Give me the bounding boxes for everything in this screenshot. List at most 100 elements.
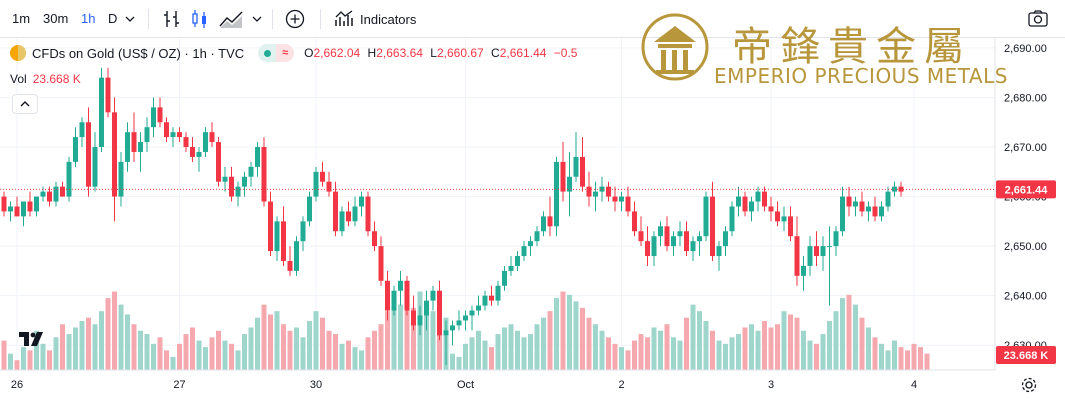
collapse-legend-button[interactable] xyxy=(12,94,38,114)
interval-D[interactable]: D xyxy=(108,11,118,26)
chart-type-dropdown-icon[interactable] xyxy=(252,9,262,31)
candle xyxy=(521,241,527,261)
volume-legend: Vol 23.668 K xyxy=(10,72,81,86)
price-tick-label: 2,640.00 xyxy=(1004,291,1047,303)
volume-bar xyxy=(528,334,533,370)
candle xyxy=(443,320,449,366)
candle-body xyxy=(359,196,364,207)
candle xyxy=(164,117,169,143)
candle xyxy=(489,285,494,306)
candle-body xyxy=(723,231,728,247)
volume-bar xyxy=(27,350,33,370)
candle-body xyxy=(606,186,611,197)
candle-body xyxy=(118,161,124,197)
candle xyxy=(92,132,98,192)
volume-bar xyxy=(313,311,319,370)
volume-bar xyxy=(749,324,754,370)
candle-body xyxy=(554,161,559,227)
candle-body xyxy=(664,226,670,247)
candle-body xyxy=(482,295,488,306)
volume-bar xyxy=(372,330,377,370)
candle xyxy=(274,216,280,261)
indicators-button[interactable]: Indicators xyxy=(334,7,416,31)
candle-body xyxy=(619,196,624,202)
candle xyxy=(21,201,26,227)
interval-30m[interactable]: 30m xyxy=(43,11,69,26)
candle-body xyxy=(651,236,657,257)
candle xyxy=(313,166,319,202)
tradingview-logo-icon[interactable] xyxy=(18,330,44,353)
volume-bar xyxy=(183,334,189,370)
area-chart-icon[interactable] xyxy=(218,8,246,30)
candle xyxy=(658,221,663,247)
price-tick-label: 2,680.00 xyxy=(1004,92,1047,104)
toolbar-separator xyxy=(148,9,149,29)
candle-body xyxy=(807,246,813,266)
interval-dropdown-icon[interactable] xyxy=(125,9,135,31)
candle-body xyxy=(658,226,663,237)
indicators-icon xyxy=(335,10,353,26)
candle xyxy=(339,206,345,237)
interval-1h[interactable]: 1h xyxy=(81,11,96,26)
candle xyxy=(593,181,598,212)
candle xyxy=(697,231,702,257)
volume-bar xyxy=(1,340,7,370)
settings-gear-icon[interactable] xyxy=(1020,376,1038,399)
emperio-logo-icon xyxy=(641,13,709,81)
candle-body xyxy=(768,206,774,212)
candle xyxy=(606,181,611,202)
volume-bar xyxy=(638,334,644,370)
bar-chart-icon[interactable] xyxy=(162,8,182,30)
last-price-text: 2,661.44 xyxy=(1005,184,1049,196)
close-value: 2,661.44 xyxy=(499,46,547,60)
candle-body xyxy=(684,231,689,252)
candle xyxy=(528,236,533,257)
volume-bar xyxy=(911,343,917,370)
candle-body xyxy=(716,246,722,257)
market-status-pill[interactable]: ≈ xyxy=(258,44,295,62)
volume-bar xyxy=(326,330,332,370)
volume-bar xyxy=(92,324,98,370)
candle xyxy=(359,191,364,217)
candle xyxy=(99,67,104,152)
last-price-badge xyxy=(996,180,1056,199)
candle xyxy=(872,196,878,222)
volume-bar xyxy=(788,314,793,370)
candle xyxy=(508,256,514,276)
candle-body xyxy=(632,211,637,232)
candle-body xyxy=(86,122,91,187)
interval-1m[interactable]: 1m xyxy=(12,11,31,26)
candle-body xyxy=(411,310,416,326)
symbol-title[interactable]: CFDs on Gold (US$ / OZ) · 1h · TVC xyxy=(32,45,245,61)
candle xyxy=(482,290,488,311)
volume-bar xyxy=(482,340,488,370)
candle-body xyxy=(1,196,7,212)
candle-body xyxy=(339,211,345,232)
candle xyxy=(599,176,605,202)
volume-last-label: 23.668 K xyxy=(996,346,1056,364)
camera-icon[interactable] xyxy=(1027,8,1049,35)
candle-chart-icon[interactable] xyxy=(190,8,210,30)
candle xyxy=(372,221,377,252)
candle xyxy=(385,270,390,321)
candle xyxy=(788,206,793,242)
compare-add-icon[interactable] xyxy=(284,8,306,30)
candle-body xyxy=(528,241,533,247)
volume-bar xyxy=(430,311,436,370)
candle-body xyxy=(567,176,572,192)
candle-body xyxy=(456,320,462,326)
candle-body xyxy=(151,107,156,128)
candle-body xyxy=(131,132,137,152)
volume-bar xyxy=(196,340,202,370)
volume-bar xyxy=(268,314,273,370)
candle xyxy=(690,236,696,261)
volume-bar xyxy=(625,350,631,370)
volume-bar xyxy=(105,298,111,370)
candle xyxy=(547,196,553,237)
market-open-icon xyxy=(258,44,277,62)
volume-bar xyxy=(645,337,650,370)
volume-bar xyxy=(287,330,293,370)
candle xyxy=(170,127,176,148)
candle-body xyxy=(40,191,46,197)
volume-bar xyxy=(138,330,143,370)
